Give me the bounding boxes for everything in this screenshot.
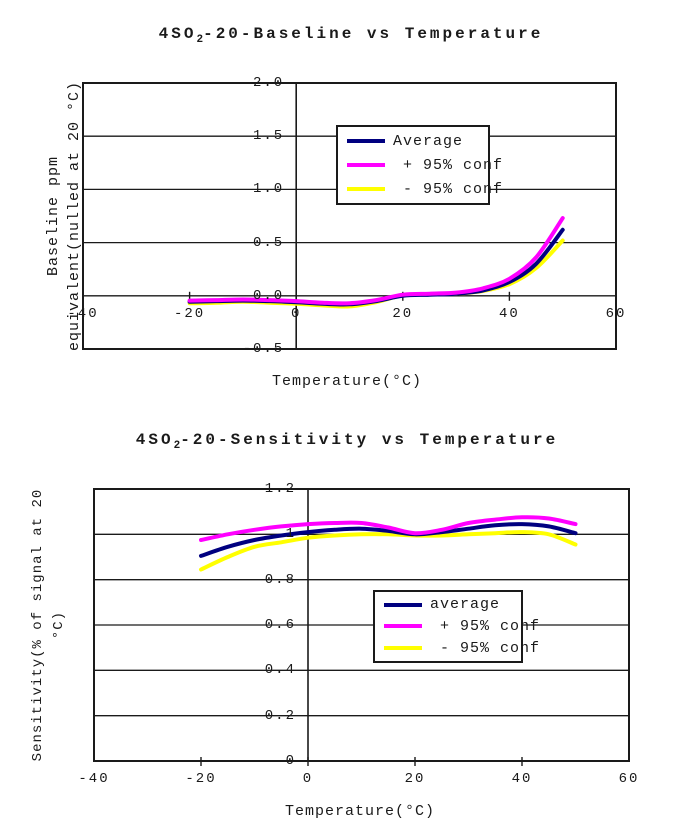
legend-entry: + 95% conf <box>338 157 502 174</box>
sensitivity-legend: average + 95% conf - 95% conf <box>373 590 539 663</box>
legend-entry: + 95% conf <box>375 618 539 635</box>
legend-entry: Average <box>338 133 488 150</box>
baseline-chart-title: 4SO2-20-Baseline vs Temperature <box>159 25 544 46</box>
y-tick-label: -0.5 <box>242 341 285 357</box>
y-tick-label: 0.0 <box>252 287 285 304</box>
sensitivity-x-axis-title: Temperature(°C) <box>284 803 436 820</box>
legend-label: + 95% conf <box>430 617 541 635</box>
y-axis-title-line2: °C) <box>51 610 67 640</box>
x-tick-label: -20 <box>185 771 217 787</box>
y-tick-label: 1.0 <box>252 181 285 198</box>
legend-entry: average <box>375 596 521 613</box>
legend-line-swatch <box>347 187 385 191</box>
y-tick-label: 0 <box>285 753 296 769</box>
title-text: 4SO <box>158 25 197 43</box>
legend-line-swatch <box>384 602 422 607</box>
x-tick-label: -40 <box>78 771 110 787</box>
x-tick-label: 60 <box>605 305 627 322</box>
x-tick-label: 60 <box>618 771 640 787</box>
legend-entry: - 95% conf <box>375 640 539 657</box>
legend-label: + 95% conf <box>393 156 504 174</box>
series-line--95-conf <box>199 530 578 572</box>
y-tick-label: 0.5 <box>252 234 285 251</box>
series-line--95-conf <box>199 515 578 542</box>
title-text: -20-Sensitivity vs Temperature <box>180 431 559 449</box>
y-tick-label: 0.2 <box>264 707 296 724</box>
x-tick-label: 0 <box>290 305 302 322</box>
title-subscript: 2 <box>173 440 181 453</box>
x-tick-label: -40 <box>67 305 99 322</box>
x-tick-label: 20 <box>404 771 426 787</box>
legend-line-swatch <box>347 163 385 167</box>
baseline-legend: Average + 95% conf - 95% conf <box>336 125 502 205</box>
legend-entry: - 95% conf <box>338 181 502 198</box>
sensitivity-y-axis-title: Sensitivity(% of signal at 20 °C) <box>28 489 70 762</box>
y-tick-label: 0.6 <box>264 617 296 633</box>
x-tick-label: 40 <box>498 305 520 322</box>
legend-line-swatch <box>384 624 422 629</box>
y-tick-label: 1.2 <box>264 481 296 497</box>
plot-border <box>93 488 630 762</box>
title-text: 4SO <box>135 431 174 449</box>
legend-label: - 95% conf <box>393 180 504 198</box>
x-tick-label: -20 <box>173 305 206 322</box>
x-tick-label: 40 <box>511 771 533 787</box>
x-tick-label: 20 <box>392 305 414 322</box>
plot-border <box>82 82 617 350</box>
y-axis-title-line1: Sensitivity(% of signal at 20 <box>30 488 46 762</box>
y-tick-label: 2.0 <box>252 75 285 91</box>
sensitivity-chart-title: 4SO2-20-Sensitivity vs Temperature <box>136 431 558 452</box>
series-line--95-conf <box>187 216 565 306</box>
legend-line-swatch <box>347 139 385 143</box>
y-tick-label: 0.4 <box>264 662 296 679</box>
legend-line-swatch <box>384 646 422 651</box>
legend-label: average <box>430 596 501 614</box>
baseline-x-axis-title: Temperature(°C) <box>271 373 423 390</box>
series-line-average <box>199 522 578 558</box>
legend-label: - 95% conf <box>430 639 541 657</box>
x-tick-label: 0 <box>302 771 314 787</box>
legend-label: Average <box>393 132 464 150</box>
title-subscript: 2 <box>196 34 204 47</box>
y-tick-label: 1 <box>285 526 296 543</box>
title-text: -20-Baseline vs Temperature <box>203 25 544 43</box>
y-tick-label: 1.5 <box>252 128 285 145</box>
y-tick-label: 0.8 <box>264 571 296 588</box>
